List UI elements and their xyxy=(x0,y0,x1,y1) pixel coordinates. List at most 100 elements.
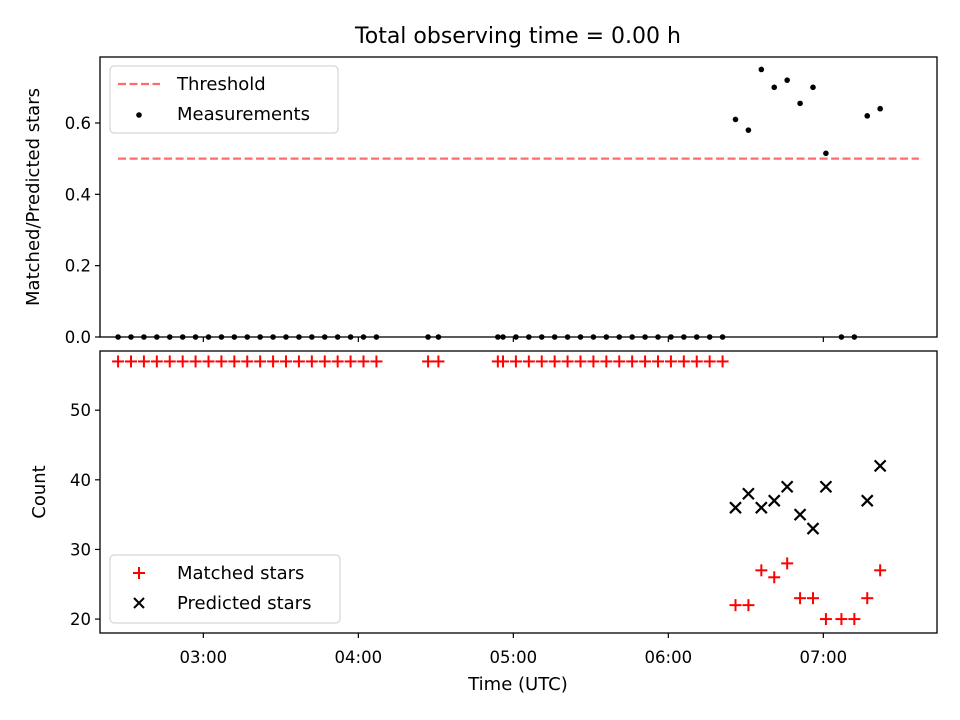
matched-star-point xyxy=(176,355,189,368)
measurement-point xyxy=(603,334,610,340)
matched-star-point xyxy=(150,355,163,368)
measurement-point xyxy=(732,116,739,123)
matched-star-point xyxy=(432,355,445,368)
matched-star-point xyxy=(357,355,370,368)
matched-star-point xyxy=(703,355,716,368)
matched-star-point xyxy=(781,557,794,570)
measurement-point xyxy=(810,84,816,91)
bottom-legend: Matched stars Predicted stars xyxy=(109,554,341,624)
matched-star-point xyxy=(561,355,574,368)
measurement-point xyxy=(373,334,380,340)
predicted-star-point xyxy=(819,480,833,494)
top-x-axis-ticks xyxy=(202,337,824,342)
matched-star-point xyxy=(755,564,768,577)
matched-star-point xyxy=(794,592,807,605)
measurement-point xyxy=(296,334,302,340)
matched-star-point xyxy=(292,355,305,368)
matched-star-point xyxy=(215,355,228,368)
bottom-ytick-label: 50 xyxy=(70,401,91,420)
predicted-star-point xyxy=(742,487,755,501)
measurement-point xyxy=(577,334,584,340)
measurement-point xyxy=(425,334,431,340)
measurement-point xyxy=(360,334,367,340)
matched-star-point xyxy=(163,355,176,368)
measurements-series xyxy=(115,66,883,340)
predicted-star-point xyxy=(780,480,794,494)
matched-star-point xyxy=(497,355,509,368)
matched-star-point xyxy=(716,355,729,368)
measurement-point xyxy=(231,334,238,340)
measurement-point xyxy=(141,334,147,340)
measurement-point xyxy=(851,334,858,340)
bottom-x-axis-ticks: 03:00 04:00 05:00 06:00 07:00 xyxy=(180,633,848,667)
measurement-point xyxy=(877,105,883,112)
matched-star-point xyxy=(318,355,331,368)
matched-star-point xyxy=(509,355,522,368)
predicted-star-point xyxy=(860,494,874,507)
legend-matched-label: Matched stars xyxy=(177,563,304,584)
top-ytick-label: 0.0 xyxy=(65,328,91,347)
matched-star-point xyxy=(574,355,587,368)
matched-star-point xyxy=(267,355,280,368)
measurement-point xyxy=(435,334,442,340)
measurement-point xyxy=(797,100,803,107)
matched-star-point xyxy=(848,613,861,626)
matched-star-point xyxy=(228,355,241,368)
measurement-point xyxy=(513,334,519,340)
legend-threshold-label: Threshold xyxy=(176,74,266,95)
bottom-legend-box xyxy=(109,554,341,624)
bottom-panel: 20 30 40 50 03:00 04:00 05:00 06:00 07:00 Count… xyxy=(29,350,938,695)
matched-star-point xyxy=(522,355,535,368)
measurement-point xyxy=(166,334,173,340)
measurement-point xyxy=(321,334,328,340)
matched-star-point xyxy=(254,355,267,368)
measurement-point xyxy=(179,334,186,340)
matched-star-point xyxy=(422,355,435,368)
matched-star-point xyxy=(137,355,150,368)
top-panel: 0.0 0.2 0.4 0.6 Matched/Predicted stars Thr… xyxy=(23,56,938,347)
measurement-point xyxy=(309,334,315,340)
matched-star-point xyxy=(861,592,874,605)
top-legend-box xyxy=(109,65,339,134)
matched-star-point xyxy=(677,355,690,368)
matched-star-point xyxy=(125,355,137,368)
measurement-point xyxy=(719,334,726,340)
measurement-point xyxy=(616,334,623,340)
x-axis-label: Time (UTC) xyxy=(467,674,568,695)
measurement-point xyxy=(270,334,276,340)
matched-star-point xyxy=(202,355,215,368)
matched-star-point xyxy=(639,355,652,368)
matched-star-point xyxy=(835,613,848,626)
matched-star-point xyxy=(626,355,639,368)
top-ytick-label: 0.6 xyxy=(65,114,91,133)
bottom-ytick-label: 40 xyxy=(70,471,91,490)
predicted-star-point xyxy=(793,508,807,521)
bottom-y-axis-ticks: 20 30 40 50 xyxy=(70,401,100,629)
measurement-point xyxy=(347,334,354,340)
measurement-point xyxy=(244,334,251,340)
measurement-point xyxy=(500,334,506,340)
figure-title: Total observing time = 0.00 h xyxy=(354,24,681,49)
measurement-point xyxy=(128,334,134,340)
measurement-point xyxy=(693,334,700,340)
top-y-axis-label: Matched/Predicted stars xyxy=(23,88,44,306)
xtick-label: 03:00 xyxy=(180,648,228,667)
measurement-point xyxy=(655,334,661,340)
matched-star-point xyxy=(600,355,613,368)
predicted-star-point xyxy=(729,501,742,514)
measurement-point xyxy=(154,334,160,340)
matched-star-point xyxy=(664,355,677,368)
matched-legend-swatch xyxy=(133,567,145,579)
measurement-point xyxy=(283,334,289,340)
predicted-star-point xyxy=(873,459,887,473)
measurement-point xyxy=(745,127,752,133)
measurement-point xyxy=(218,334,225,340)
bottom-ytick-label: 30 xyxy=(70,540,91,559)
predicted-star-point xyxy=(806,522,820,535)
matched-star-point xyxy=(613,355,626,368)
xtick-label: 07:00 xyxy=(800,648,848,667)
matched-star-point xyxy=(548,355,561,368)
predicted-star-point xyxy=(767,494,781,507)
matched-star-point xyxy=(690,355,703,368)
